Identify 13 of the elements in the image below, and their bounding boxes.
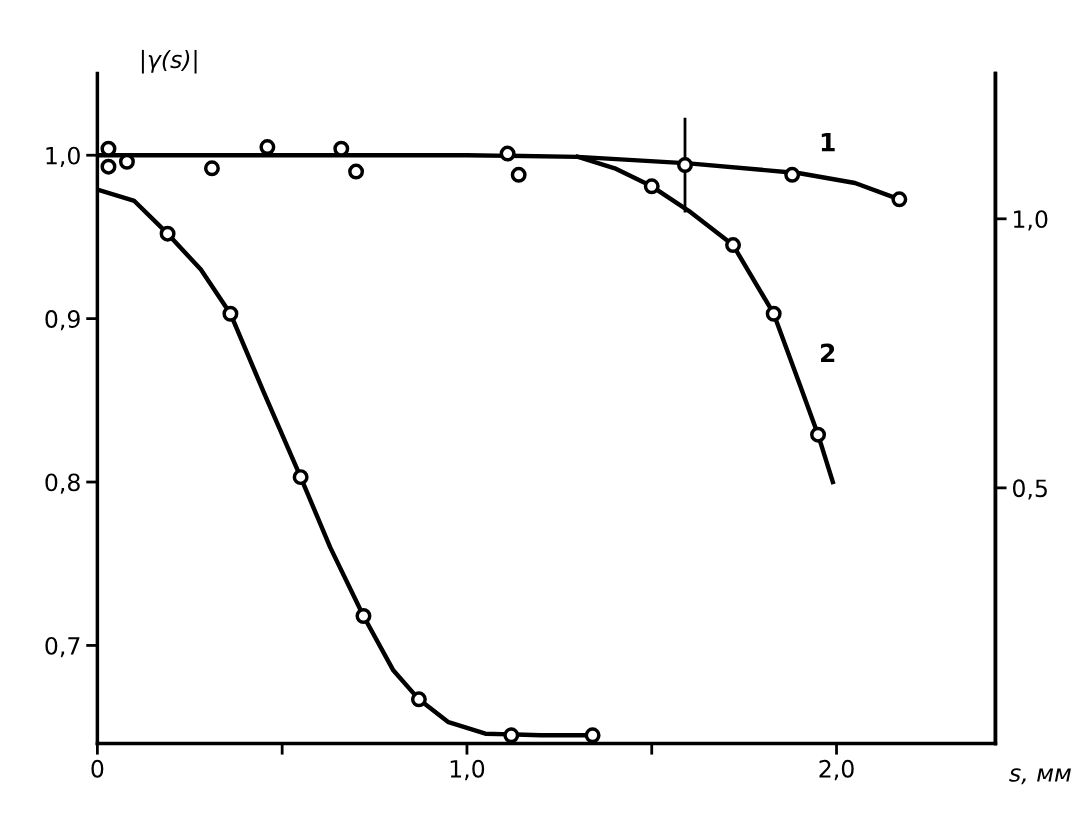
x-tick-label: 0 — [91, 759, 104, 778]
y-tick-label: 0,8 — [45, 473, 80, 494]
x-axis-title: s, мм — [1009, 768, 1071, 785]
y-axis-title: |γ(s)| — [141, 49, 197, 74]
y-tick-label: 0,9 — [45, 310, 80, 331]
y2-tick-label: 0,5 — [1012, 479, 1047, 500]
series-label: 2 — [820, 343, 835, 363]
y-tick-label: 0,7 — [45, 636, 80, 658]
x-tick-label: 1,0 — [450, 759, 485, 781]
y2-tick-label: 1,0 — [1014, 210, 1048, 231]
series-label: 1 — [821, 133, 835, 152]
x-tick-label: 2,0 — [819, 759, 854, 781]
y-tick-label: 1,0 — [46, 146, 80, 167]
